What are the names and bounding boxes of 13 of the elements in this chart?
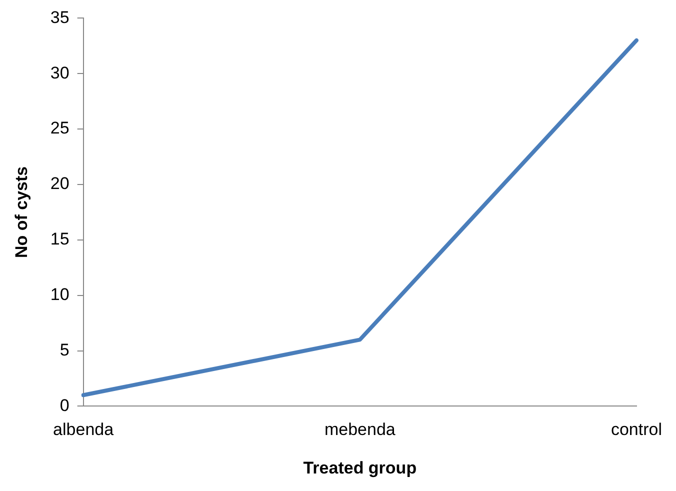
y-axis-title: No of cysts bbox=[12, 166, 31, 258]
x-axis-title: Treated group bbox=[303, 458, 417, 478]
x-tick-label: control bbox=[610, 420, 662, 440]
y-tick-label: 35 bbox=[50, 8, 70, 27]
y-tick-label: 15 bbox=[50, 230, 70, 249]
y-tick-label: 10 bbox=[50, 285, 70, 304]
x-tick-label: albenda bbox=[53, 420, 114, 440]
y-tick-label: 5 bbox=[60, 340, 70, 360]
y-tick-label: 25 bbox=[50, 118, 70, 138]
y-tick-label: 20 bbox=[50, 174, 70, 194]
y-tick-label: 30 bbox=[50, 63, 70, 82]
y-tick-label: 0 bbox=[60, 396, 70, 415]
x-tick-label: mebenda bbox=[324, 420, 396, 440]
